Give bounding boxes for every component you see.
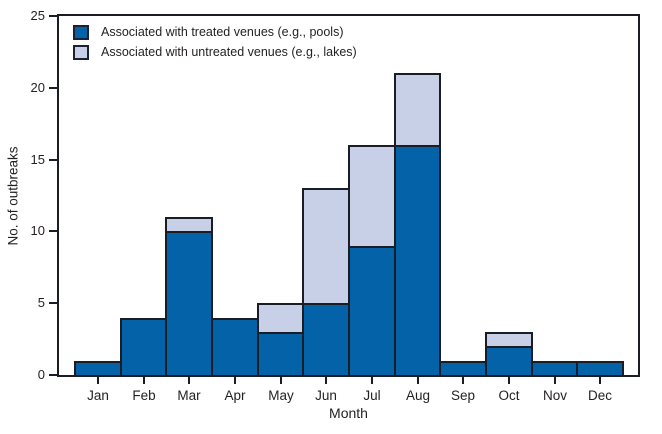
x-tick-mark — [462, 377, 464, 384]
bar-oct — [485, 332, 533, 375]
x-tick-mark — [97, 377, 99, 384]
x-tick-label-oct: Oct — [498, 388, 520, 403]
bar-apr — [211, 318, 259, 375]
x-tick-mark — [508, 377, 510, 384]
bar-segment-treated — [167, 231, 211, 375]
x-tick-mark — [599, 377, 601, 384]
bar-jun — [302, 188, 350, 375]
plot-area: Associated with treated venues (e.g., po… — [31, 8, 640, 403]
x-tick-mark — [188, 377, 190, 384]
x-tick-mark — [234, 377, 236, 384]
legend-item-untreated: Associated with untreated venues (e.g., … — [73, 43, 357, 61]
bar-segment-treated — [441, 363, 485, 375]
bar-nov — [530, 361, 579, 375]
bar-jan — [74, 361, 122, 375]
x-axis-title: Month — [329, 405, 368, 421]
legend-swatch-treated-icon — [73, 24, 89, 40]
y-tick-mark — [49, 159, 57, 161]
bar-segment-treated — [578, 363, 622, 375]
y-tick-mark — [49, 230, 57, 232]
legend-item-treated: Associated with treated venues (e.g., po… — [73, 23, 357, 41]
bar-aug — [393, 73, 442, 375]
x-tick-label-mar: Mar — [177, 388, 201, 403]
y-tick-mark — [49, 87, 57, 89]
bar-dec — [576, 361, 624, 375]
bar-feb — [119, 318, 168, 375]
x-tick-label-feb: Feb — [132, 388, 156, 403]
bar-segment-treated — [258, 332, 303, 375]
x-tick-label-sep: Sep — [450, 388, 476, 403]
y-tick-label: 0 — [37, 367, 45, 382]
bar-segment-treated — [213, 320, 257, 375]
bar-segment-treated — [395, 145, 440, 375]
x-tick-mark — [280, 377, 282, 384]
legend-label-untreated: Associated with untreated venues (e.g., … — [101, 45, 357, 59]
legend-label-treated: Associated with treated venues (e.g., po… — [101, 25, 344, 39]
bar-segment-treated — [76, 363, 120, 375]
legend: Associated with treated venues (e.g., po… — [73, 23, 357, 61]
bar-segment-treated — [121, 320, 166, 375]
x-tick-mark — [371, 377, 373, 384]
y-tick-mark — [49, 374, 57, 376]
x-tick-label-aug: Aug — [405, 388, 431, 403]
x-tick-label-nov: Nov — [542, 388, 567, 403]
y-tick-label: 10 — [30, 223, 45, 238]
bar-jul — [348, 145, 396, 375]
x-tick-label-jun: Jun — [315, 388, 337, 403]
bar-segment-treated — [532, 363, 577, 375]
legend-swatch-untreated-icon — [73, 44, 89, 60]
x-tick-label-may: May — [268, 388, 294, 403]
bar-may — [256, 303, 305, 375]
bar-mar — [165, 217, 213, 375]
x-tick-mark — [325, 377, 327, 384]
y-tick-label: 25 — [30, 8, 45, 23]
x-tick-mark — [554, 377, 556, 384]
y-tick-label: 5 — [37, 295, 45, 310]
y-tick-label: 15 — [30, 152, 45, 167]
y-tick-mark — [49, 302, 57, 304]
x-tick-mark — [143, 377, 145, 384]
bar-segment-treated — [304, 303, 348, 375]
bar-segment-treated — [350, 246, 394, 375]
bar-sep — [439, 361, 487, 375]
x-tick-label-dec: Dec — [587, 388, 612, 403]
y-tick-mark — [49, 15, 57, 17]
y-tick-label: 20 — [30, 80, 45, 95]
x-tick-mark — [417, 377, 419, 384]
x-tick-label-apr: Apr — [224, 388, 246, 403]
x-tick-label-jan: Jan — [87, 388, 109, 403]
bar-segment-treated — [487, 346, 531, 375]
x-tick-label-jul: Jul — [363, 388, 381, 403]
